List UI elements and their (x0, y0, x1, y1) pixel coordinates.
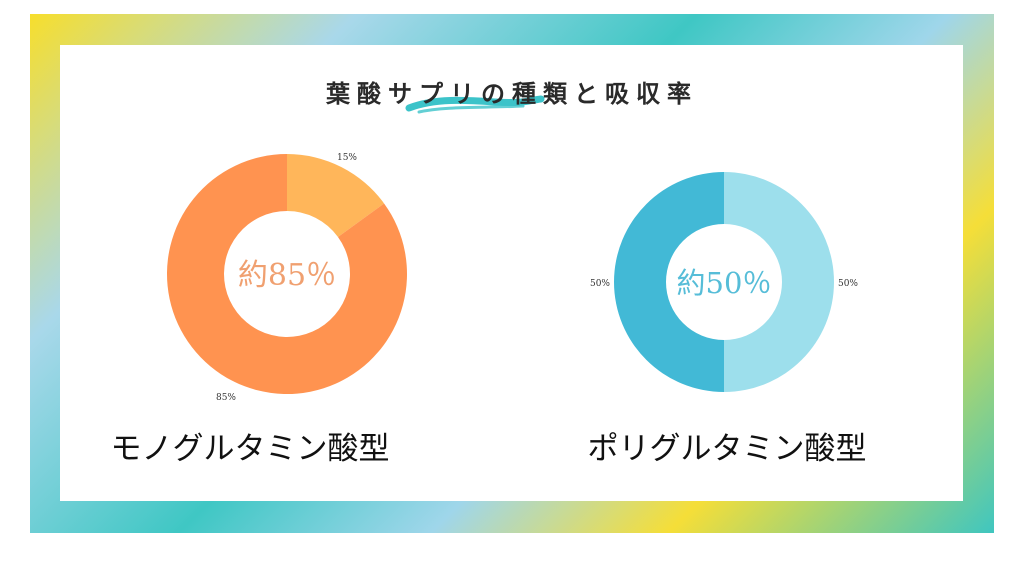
donut-slice (614, 172, 724, 392)
slice-label: 50% (590, 279, 610, 289)
page-title: 葉酸サプリの種類と吸収率 (326, 80, 698, 108)
slice-label: 85% (216, 393, 236, 403)
donut-slice (167, 154, 407, 394)
donut-center-label: 約85％ (238, 258, 336, 293)
brush-stroke-decoration (405, 95, 545, 114)
donut-center-label: 約50％ (677, 266, 772, 300)
slice-label: 15% (337, 153, 357, 163)
caption-monoglutamate: モノグルタミン酸型 (110, 431, 390, 467)
slice-label: 50% (838, 279, 858, 289)
caption-polyglutamate: ポリグルタミン酸型 (587, 431, 867, 467)
donut-slice (724, 172, 834, 392)
donut-slice (287, 154, 385, 237)
